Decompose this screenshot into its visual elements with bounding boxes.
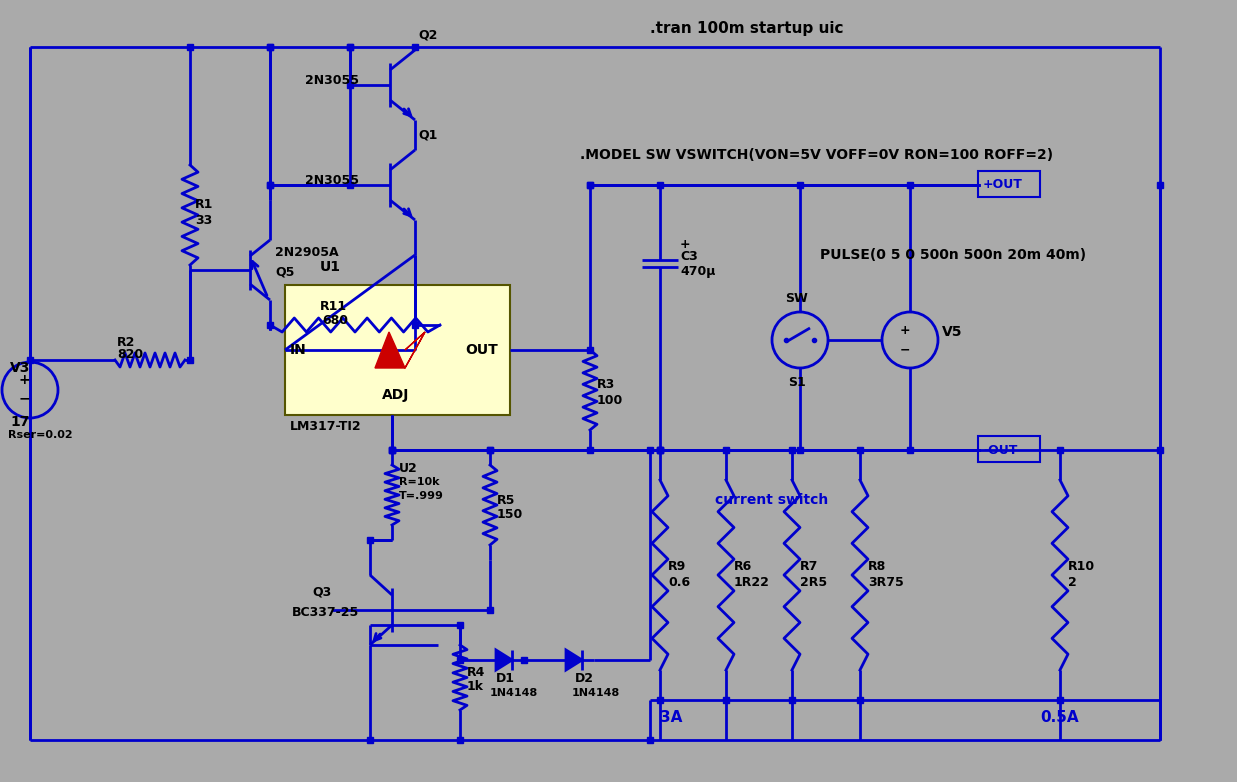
Text: IN: IN [289,343,307,357]
Text: D2: D2 [575,672,594,684]
Text: 1k: 1k [468,680,484,694]
Text: V5: V5 [943,325,962,339]
Text: R11: R11 [320,300,348,314]
Text: U1: U1 [320,260,341,274]
FancyBboxPatch shape [978,436,1040,462]
Text: 2N3055: 2N3055 [306,174,359,186]
FancyBboxPatch shape [978,171,1040,197]
Text: 820: 820 [118,349,143,361]
Text: 0.5A: 0.5A [1040,711,1079,726]
Text: -OUT: -OUT [983,443,1017,457]
Text: V3: V3 [10,361,31,375]
Text: Q5: Q5 [275,266,294,278]
Text: −: − [19,391,30,405]
Text: D1: D1 [496,672,515,684]
Text: ADJ: ADJ [382,388,409,402]
FancyBboxPatch shape [285,285,510,415]
Text: 0.6: 0.6 [668,576,690,590]
Text: BC337-25: BC337-25 [292,605,359,619]
Text: 1N4148: 1N4148 [490,688,538,698]
Text: 3R75: 3R75 [868,576,904,590]
Text: C3: C3 [680,250,698,264]
Text: R6: R6 [734,561,752,573]
Text: R9: R9 [668,561,687,573]
Text: S1: S1 [788,375,805,389]
Text: R2: R2 [118,335,135,349]
Text: 3A: 3A [661,711,683,726]
Text: +: + [19,373,30,387]
Polygon shape [496,650,512,670]
Text: R7: R7 [800,561,819,573]
Text: +: + [899,324,910,336]
Text: .MODEL SW VSWITCH(VON=5V VOFF=0V RON=100 ROFF=2): .MODEL SW VSWITCH(VON=5V VOFF=0V RON=100… [580,148,1053,162]
Text: R10: R10 [1068,561,1095,573]
Text: 2: 2 [1068,576,1076,590]
Polygon shape [567,650,581,670]
Text: 17: 17 [10,415,30,429]
Text: R5: R5 [497,493,516,507]
Text: 150: 150 [497,508,523,522]
Polygon shape [375,332,426,368]
Text: current switch: current switch [715,493,829,507]
Text: Q3: Q3 [312,586,332,598]
Text: R=10k: R=10k [400,477,439,487]
Text: +OUT: +OUT [983,178,1023,192]
Text: R3: R3 [597,378,615,392]
Text: R4: R4 [468,665,485,679]
Text: PULSE(0 5 0 500n 500n 20m 40m): PULSE(0 5 0 500n 500n 20m 40m) [820,248,1086,262]
Text: OUT: OUT [465,343,497,357]
Text: .tran 100m startup uic: .tran 100m startup uic [649,20,844,35]
Text: 1R22: 1R22 [734,576,769,590]
Text: LM317-TI2: LM317-TI2 [289,421,361,433]
Text: T=.999: T=.999 [400,491,444,501]
Text: 680: 680 [322,314,348,328]
Text: 2R5: 2R5 [800,576,828,590]
Text: +: + [680,239,690,252]
Text: 2N3055: 2N3055 [306,74,359,87]
Text: 100: 100 [597,393,623,407]
Text: 2N2905A: 2N2905A [275,246,339,259]
Text: Q1: Q1 [418,128,438,142]
Text: 33: 33 [195,213,213,227]
Text: U2: U2 [400,461,418,475]
Text: 470μ: 470μ [680,266,715,278]
Text: R8: R8 [868,561,886,573]
Text: −: − [899,343,910,357]
Text: 1N4148: 1N4148 [571,688,620,698]
Text: Q2: Q2 [418,28,438,41]
Text: R1: R1 [195,199,213,211]
Text: Rser=0.02: Rser=0.02 [7,430,73,440]
Text: SW: SW [785,292,808,304]
